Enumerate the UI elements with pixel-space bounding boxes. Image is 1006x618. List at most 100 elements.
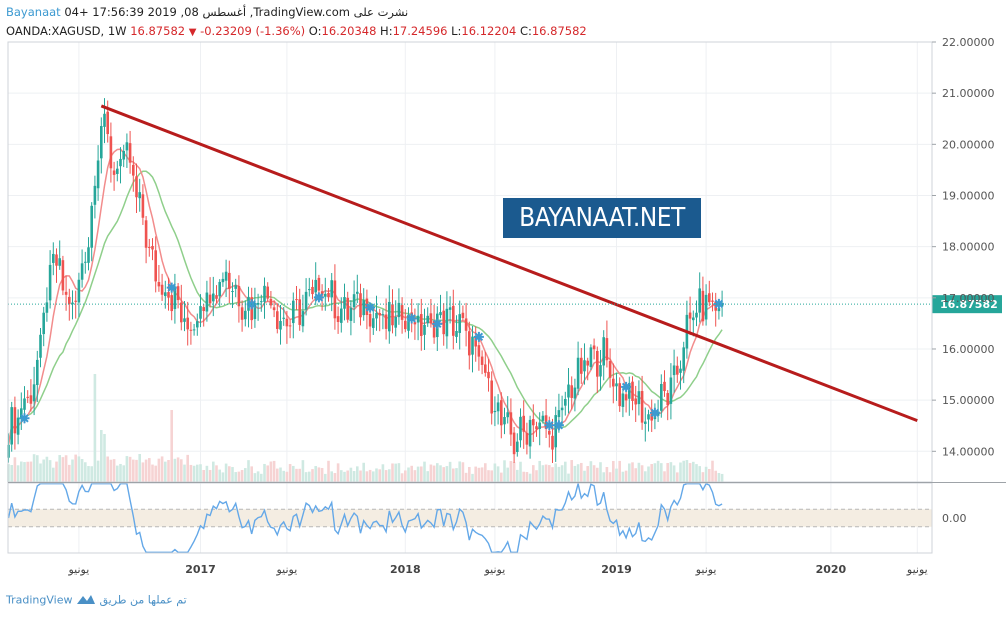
- candle: [276, 303, 279, 334]
- publisher-name[interactable]: Bayanaat: [6, 5, 61, 19]
- candle: [324, 277, 327, 311]
- candle: [573, 378, 577, 412]
- volume-bar: [717, 473, 721, 482]
- signal-marker: [473, 331, 484, 342]
- volume-bar: [692, 461, 695, 482]
- candle-body: [698, 288, 701, 313]
- candle-body: [368, 313, 372, 327]
- candle: [244, 300, 247, 327]
- tradingview-brand[interactable]: TradingView: [6, 593, 73, 607]
- candle-body: [548, 430, 551, 435]
- candle: [685, 300, 689, 359]
- last-price: 16.87582: [130, 24, 186, 38]
- volume-bar: [52, 467, 55, 482]
- volume-bar: [128, 456, 132, 482]
- candle: [224, 259, 228, 298]
- volume-bar: [384, 470, 388, 482]
- candle-body: [45, 302, 49, 313]
- candle: [461, 305, 465, 321]
- volume-bar: [458, 461, 461, 482]
- candles: [7, 98, 724, 463]
- volume-bar: [346, 470, 349, 482]
- volume-bar: [13, 457, 17, 482]
- candle-body: [583, 360, 586, 372]
- volume-bar: [253, 473, 257, 482]
- low-value: 16.12204: [461, 24, 517, 38]
- volume-bar: [141, 462, 145, 482]
- candle: [464, 302, 468, 347]
- volume-bar: [100, 430, 103, 482]
- candle-body: [704, 294, 708, 320]
- candle-body: [560, 407, 564, 411]
- candle: [618, 377, 621, 412]
- candle: [96, 145, 100, 201]
- candle: [589, 344, 593, 371]
- candle: [621, 387, 625, 418]
- candle: [173, 273, 177, 324]
- candle-body: [663, 381, 666, 392]
- volume-bar: [55, 461, 58, 482]
- candle: [640, 375, 644, 430]
- volume-bar: [77, 456, 81, 482]
- candle: [183, 301, 186, 332]
- candle: [84, 251, 87, 274]
- high-value: 17.24596: [392, 24, 448, 38]
- candle: [695, 300, 698, 327]
- candle-body: [237, 286, 241, 307]
- candle-body: [218, 281, 221, 297]
- candle-body: [13, 407, 17, 434]
- candle: [298, 288, 301, 331]
- volume-bar: [292, 465, 295, 482]
- volume-bar: [500, 472, 503, 482]
- volume-bar: [429, 464, 433, 482]
- volume-bar: [720, 473, 724, 482]
- candle: [512, 427, 516, 463]
- candle-body: [333, 280, 337, 319]
- footer[interactable]: TradingView تم عملها من طريق: [6, 593, 187, 608]
- candle: [634, 385, 637, 422]
- candle: [234, 278, 237, 298]
- volume-bar: [442, 467, 445, 482]
- candle-body: [708, 293, 711, 303]
- candle-body: [74, 300, 77, 302]
- volume-bar: [426, 471, 429, 482]
- candle: [394, 300, 397, 337]
- volume-bar: [119, 463, 122, 482]
- candle-body: [330, 280, 333, 298]
- candle-body: [352, 294, 356, 308]
- candle: [186, 301, 189, 346]
- candle: [628, 376, 631, 416]
- volume-bar: [276, 468, 279, 482]
- candle-body: [669, 377, 673, 404]
- volume-bar: [528, 473, 532, 482]
- candle-body: [116, 168, 119, 174]
- volume-bar: [372, 471, 375, 482]
- volume-bar: [548, 465, 551, 482]
- symbol-name[interactable]: OANDA:XAGUSD, 1W: [6, 24, 127, 38]
- candle-body: [317, 277, 321, 291]
- volume-bar: [413, 470, 417, 482]
- volume-bar: [522, 471, 525, 482]
- candle: [474, 326, 477, 362]
- candle-body: [84, 261, 87, 263]
- volume-bar: [215, 465, 218, 482]
- x-tick-label: 2017: [185, 563, 216, 576]
- candle: [522, 400, 525, 449]
- candle: [128, 130, 132, 174]
- volume-bar: [410, 465, 413, 482]
- candle: [308, 277, 311, 297]
- candle: [10, 401, 13, 452]
- y-tick-label: 15.00000: [942, 394, 995, 407]
- volume-bar: [32, 454, 36, 482]
- volume-bar: [436, 463, 439, 482]
- volume-bar: [535, 470, 538, 482]
- candle: [256, 293, 260, 321]
- candle: [439, 294, 442, 319]
- volume-bar: [656, 460, 660, 482]
- candle-body: [500, 400, 503, 426]
- volume-bar: [352, 471, 356, 482]
- candle: [672, 349, 676, 393]
- volume-bar: [58, 455, 61, 482]
- candle-body: [554, 415, 557, 448]
